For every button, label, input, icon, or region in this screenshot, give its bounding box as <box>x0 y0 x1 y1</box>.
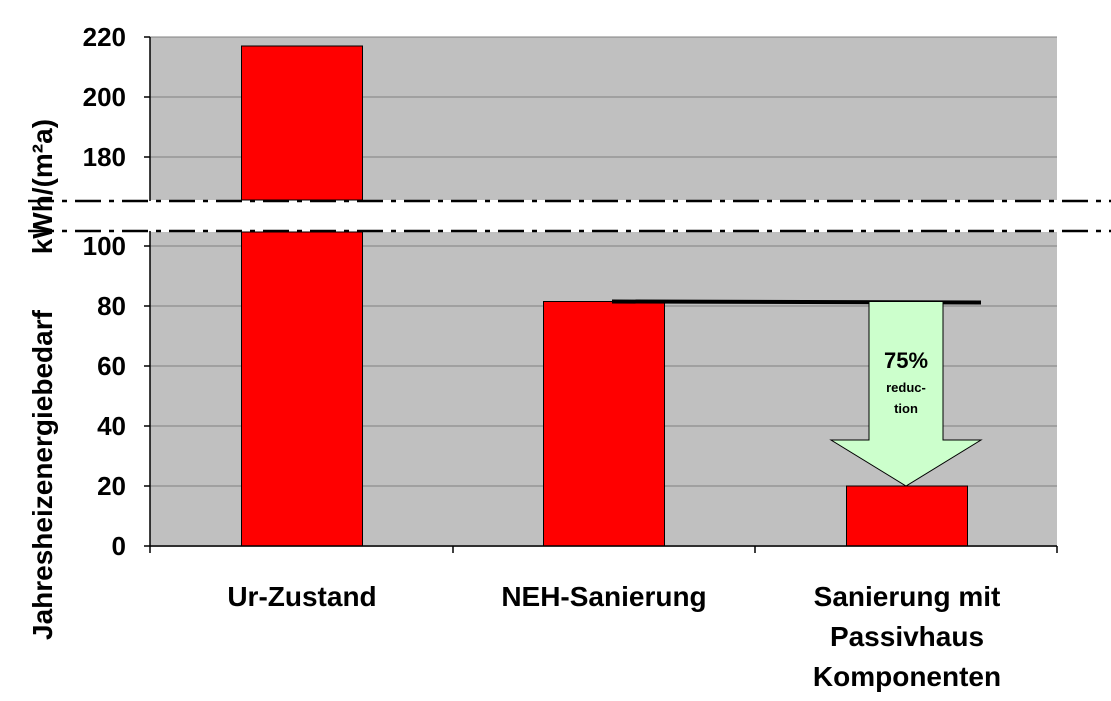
bars <box>241 45 968 547</box>
x-category-label: Komponenten <box>813 661 1001 692</box>
y-tick-label: 40 <box>97 411 126 441</box>
y-axis-label-unit: kWh/(m²a) <box>27 119 58 254</box>
y-tick-label: 200 <box>83 82 126 112</box>
reduction-text: tion <box>894 401 918 416</box>
break-band <box>0 201 1111 231</box>
x-category-labels: Ur-Zustand NEH-Sanierung Sanierung mit Pass… <box>227 581 1001 692</box>
reduction-percent: 75% <box>884 348 928 373</box>
axis-break <box>0 199 1111 233</box>
x-category-label: Ur-Zustand <box>227 581 376 612</box>
x-category-label: Passivhaus <box>830 621 984 652</box>
y-tick-label: 60 <box>97 351 126 381</box>
bar <box>241 231 363 547</box>
reduction-arrow <box>829 301 983 487</box>
y-tick-label: 20 <box>97 471 126 501</box>
x-category-label: NEH-Sanierung <box>501 581 706 612</box>
y-tick-label: 0 <box>112 531 126 561</box>
x-category-label: Sanierung mit <box>814 581 1001 612</box>
axes <box>144 36 1058 553</box>
y-tick-label: 80 <box>97 291 126 321</box>
y-tick-label: 100 <box>83 231 126 261</box>
bar <box>846 485 968 547</box>
y-axis-label-main: Jahresheizenergiebedarf <box>27 309 58 640</box>
bar-upper-part <box>241 45 363 201</box>
y-tick-label: 180 <box>83 142 126 172</box>
reduction-annotation: 75% reduc-tion <box>611 299 983 487</box>
reduction-text: reduc- <box>886 380 926 395</box>
bar <box>543 301 665 547</box>
y-tick-labels: 0 20 40 60 80 100 180 200 220 <box>83 22 126 561</box>
y-axis-label: Jahresheizenergiebedarf kWh/(m²a) <box>27 119 58 640</box>
y-tick-label: 220 <box>83 22 126 52</box>
